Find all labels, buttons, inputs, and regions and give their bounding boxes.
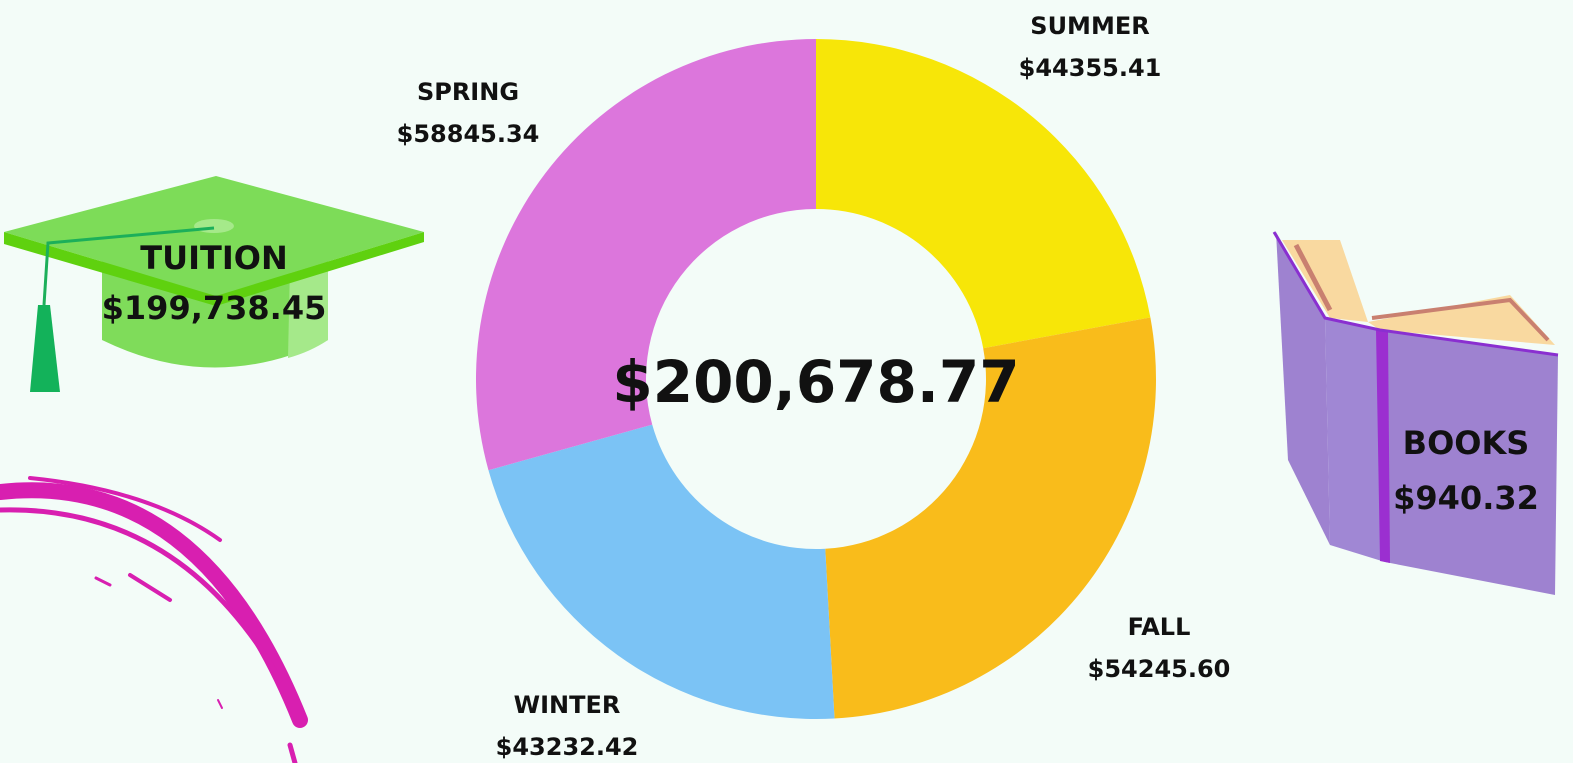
slice-label: SUMMER (1030, 12, 1149, 40)
graduation-cap (4, 176, 424, 392)
book (1272, 231, 1559, 595)
books-label: BOOKS (1403, 424, 1530, 462)
donut-slice (476, 39, 816, 471)
donut-slice (488, 424, 835, 719)
donut (476, 39, 1157, 719)
books-amount: $940.32 (1393, 479, 1539, 517)
slice-value: $58845.34 (397, 120, 540, 148)
donut-slice (825, 317, 1157, 719)
donut-slice (816, 39, 1151, 349)
slice-label: WINTER (514, 691, 621, 719)
center-total: $200,678.77 (612, 348, 1019, 416)
slice-value: $54245.60 (1088, 655, 1231, 683)
tuition-amount: $199,738.45 (102, 289, 327, 327)
slice-value: $43232.42 (496, 733, 639, 761)
slice-value: $44355.41 (1019, 54, 1162, 82)
slice-label: SPRING (417, 78, 519, 106)
brush-strokes (0, 476, 308, 763)
slice-label: FALL (1128, 613, 1191, 641)
tuition-label: TUITION (140, 239, 287, 277)
